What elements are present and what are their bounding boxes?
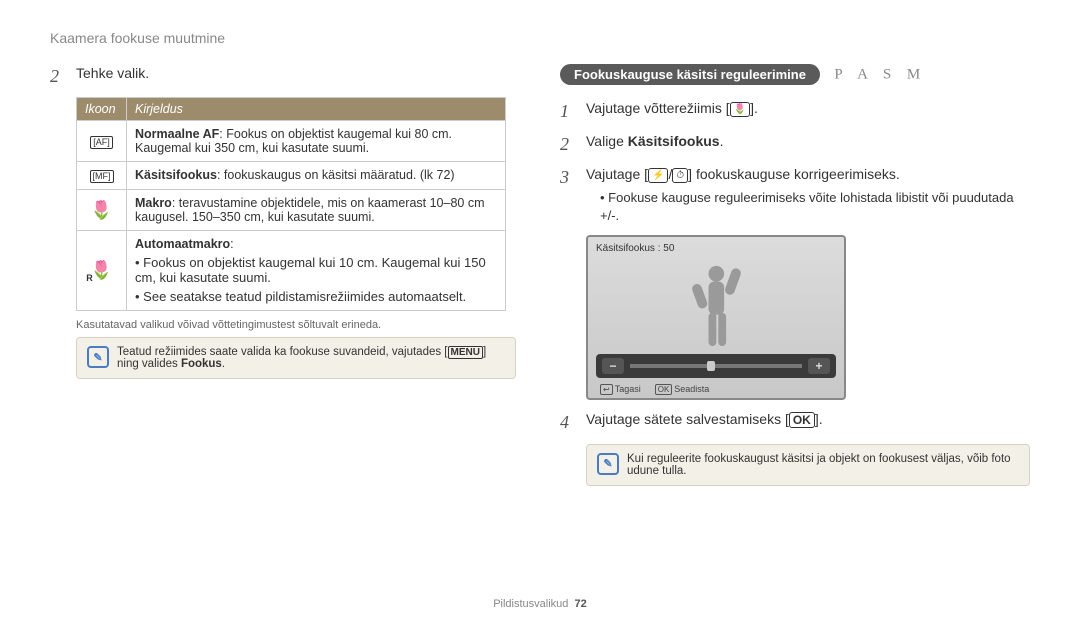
step-number: 3 xyxy=(560,165,576,225)
step-bullet: Fookuse kauguse reguleerimiseks võite lo… xyxy=(600,189,1030,225)
cell-bold: Makro xyxy=(135,196,172,210)
slider-plus-button[interactable]: + xyxy=(808,358,830,374)
ok-key-icon: OK xyxy=(655,384,673,395)
table-row: [MF] Käsitsifookus: fookuskaugus on käsi… xyxy=(77,162,506,190)
step-text: Valige Käsitsifookus. xyxy=(586,132,1030,157)
info-text: Kui reguleerite fookuskaugust käsitsi ja… xyxy=(627,453,1019,477)
info-icon: ✎ xyxy=(597,453,619,475)
focus-icon: 🌷 xyxy=(730,102,750,117)
macro-icon: 🌷 xyxy=(90,200,112,220)
step-text: Vajutage [⚡/⏱] fookuskauguse korrigeerim… xyxy=(586,165,1030,225)
menu-key: MENU xyxy=(448,346,483,359)
ok-key: OK xyxy=(789,412,815,428)
left-column: 2 Tehke valik. Ikoon Kirjeldus [AF] Norm… xyxy=(50,64,520,588)
cell-text: : teravustamine objektidele, mis on kaam… xyxy=(135,196,484,224)
info-icon: ✎ xyxy=(87,346,109,368)
cell-bold: Normaalne AF xyxy=(135,127,219,141)
th-desc: Kirjeldus xyxy=(127,98,506,121)
step-text: Vajutage sätete salvestamiseks [OK]. xyxy=(586,410,1030,435)
timer-icon: ⏱ xyxy=(672,168,688,183)
preview-silhouette xyxy=(596,260,836,350)
cell-bullet: See seatakse teatud pildistamisrežiimide… xyxy=(135,289,497,304)
availability-note: Kasutatavad valikud võivad võttetingimus… xyxy=(76,319,520,331)
table-row: 🌷R Automaatmakro: Fookus on objektist ka… xyxy=(77,231,506,311)
cell-bold: Automaatmakro xyxy=(135,237,230,251)
th-icon: Ikoon xyxy=(77,98,127,121)
step-number: 4 xyxy=(560,410,576,435)
slider-track[interactable] xyxy=(630,364,802,368)
right-column: Fookuskauguse käsitsi reguleerimine P A … xyxy=(560,64,1030,588)
step-text: Vajutage võtterežiimis [🌷]. xyxy=(586,99,1030,124)
cell-bold: Käsitsifookus xyxy=(135,168,217,182)
step-number: 2 xyxy=(50,64,66,89)
preview-label: Käsitsifookus : 50 xyxy=(596,243,836,254)
info-box: ✎ Kui reguleerite fookuskaugust käsitsi … xyxy=(586,444,1030,486)
info-box: ✎ Teatud režiimides saate valida ka fook… xyxy=(76,337,516,379)
focus-slider[interactable]: − + xyxy=(596,354,836,378)
page-footer: Pildistusvalikud 72 xyxy=(50,588,1030,610)
focus-modes-table: Ikoon Kirjeldus [AF] Normaalne AF: Fooku… xyxy=(76,97,506,311)
flash-icon: ⚡ xyxy=(648,168,668,183)
auto-macro-icon: 🌷R xyxy=(90,260,112,281)
preview-footer: ↩Tagasi OKSeadista xyxy=(596,382,836,394)
table-row: [AF] Normaalne AF: Fookus on objektist k… xyxy=(77,121,506,162)
back-key-icon: ↩ xyxy=(600,384,613,395)
af-icon: [AF] xyxy=(90,136,113,149)
mode-letters: P A S M xyxy=(834,66,926,82)
table-row: 🌷 Makro: teravustamine objektidele, mis … xyxy=(77,190,506,231)
step-number: 1 xyxy=(560,99,576,124)
page-header: Kaamera fookuse muutmine xyxy=(50,30,1030,46)
slider-minus-button[interactable]: − xyxy=(602,358,624,374)
info-text: Teatud režiimides saate valida ka fookus… xyxy=(117,346,505,370)
slider-thumb[interactable] xyxy=(707,361,715,371)
mf-icon: [MF] xyxy=(90,170,114,183)
step-text: Tehke valik. xyxy=(76,64,520,89)
step-number: 2 xyxy=(560,132,576,157)
lcd-preview: Käsitsifookus : 50 − xyxy=(586,235,846,400)
cell-bullet: Fookus on objektist kaugemal kui 10 cm. … xyxy=(135,255,497,285)
section-pill: Fookuskauguse käsitsi reguleerimine xyxy=(560,64,820,85)
cell-text: : fookuskaugus on käsitsi määratud. (lk … xyxy=(217,168,455,182)
